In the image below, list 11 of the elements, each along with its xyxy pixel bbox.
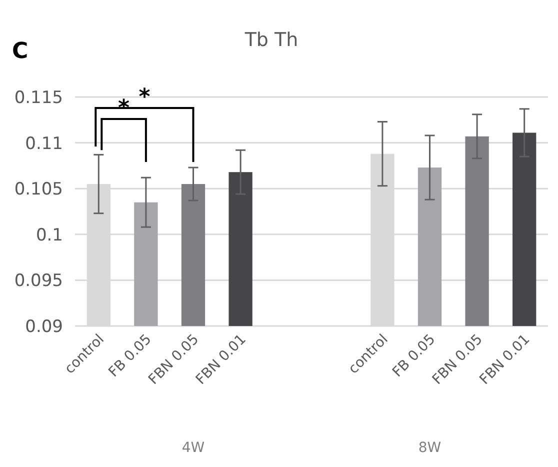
chart-title: Tb Th — [244, 29, 298, 51]
y-tick-label: 0.09 — [25, 316, 63, 337]
text: C — [12, 39, 28, 64]
text: 8W — [418, 440, 442, 456]
y-tick-label: 0.115 — [14, 88, 63, 108]
y-tick-label: 0.11 — [25, 134, 63, 154]
y-tick-label: 0.095 — [14, 271, 63, 292]
annotation: * — [138, 84, 151, 110]
y-tick-label: 0.105 — [14, 180, 63, 200]
text: 4W — [182, 440, 205, 456]
y-tick-label: 0.1 — [36, 225, 63, 246]
